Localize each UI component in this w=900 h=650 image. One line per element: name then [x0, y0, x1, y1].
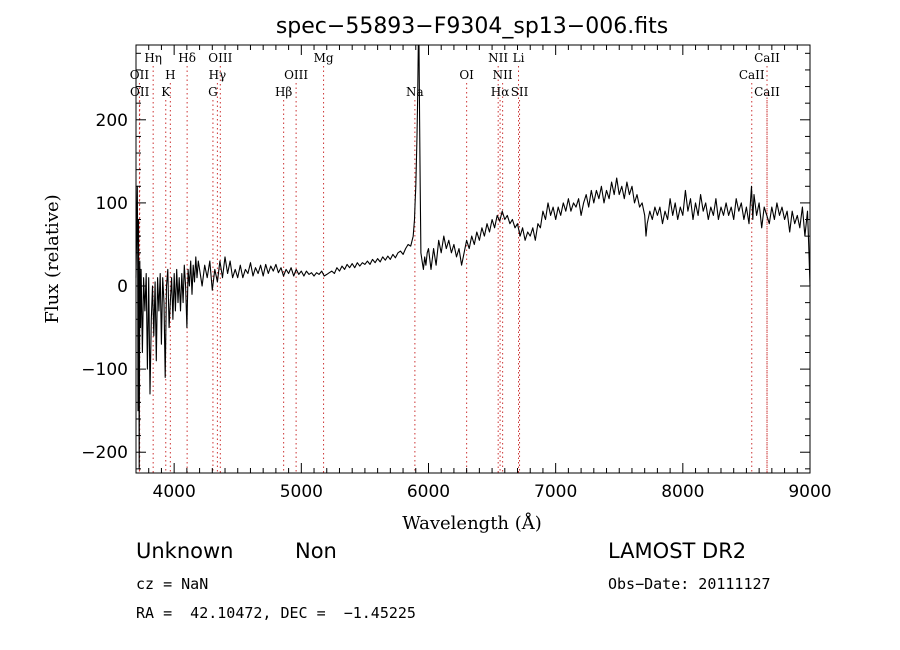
spectral-line-label: G — [208, 85, 218, 99]
spectral-line-label: NII — [493, 68, 513, 82]
x-tick-label: 4000 — [153, 482, 196, 502]
spectral-line-label: H — [165, 68, 175, 82]
survey-name: LAMOST DR2 — [608, 539, 747, 563]
x-axis-label: Wavelength (Å) — [402, 512, 542, 534]
spectrum-line — [135, 44, 811, 470]
object-class: Unknown — [136, 539, 234, 563]
y-tick-label: 0 — [117, 277, 128, 297]
y-axis-ticks: −200 −100 0 100 200 — [81, 52, 810, 470]
x-axis-ticks: 4000 5000 6000 7000 8000 9000 — [135, 45, 832, 502]
spectral-line-label: OI — [459, 68, 474, 82]
chart-title: spec−55893−F9304_sp13−006.fits — [276, 14, 668, 39]
x-tick-label: 6000 — [407, 482, 450, 502]
x-tick-label: 7000 — [534, 482, 577, 502]
coordinates: RA = 42.10472, DEC = −1.45225 — [136, 604, 416, 622]
spectral-line-label: CaII — [754, 85, 780, 99]
observation-date: Obs−Date: 20111127 — [608, 575, 771, 593]
spectral-line-label: Hδ — [178, 51, 196, 65]
spectral-line-label: CaII — [754, 51, 780, 65]
spectral-line-label: CaII — [739, 68, 765, 82]
y-tick-label: 200 — [96, 111, 128, 131]
spectral-line-label: OII — [130, 68, 150, 82]
spectral-line-label: SII — [511, 85, 529, 99]
y-tick-label: −100 — [81, 360, 128, 380]
y-tick-label: 100 — [96, 194, 128, 214]
object-subclass: Non — [295, 539, 337, 563]
spectral-marker-lines — [138, 66, 768, 473]
spectral-line-label: Mg — [314, 51, 334, 65]
spectral-line-label: K — [161, 85, 171, 99]
spectral-line-label: Hα — [491, 85, 510, 99]
x-tick-label: 8000 — [661, 482, 704, 502]
spectral-line-label: Hη — [144, 51, 162, 65]
x-tick-label: 5000 — [280, 482, 323, 502]
spectral-line-label: OIII — [284, 68, 308, 82]
y-tick-label: −200 — [81, 443, 128, 463]
spectral-line-label: Hβ — [275, 85, 292, 99]
x-tick-label: 9000 — [788, 482, 831, 502]
y-axis-label: Flux (relative) — [42, 194, 63, 323]
spectral-line-label: OII — [130, 85, 150, 99]
spectral-line-label: Hγ — [209, 68, 227, 82]
plot-frame — [135, 44, 811, 474]
redshift-cz: cz = NaN — [136, 575, 209, 593]
spectral-line-label: OIII — [208, 51, 232, 65]
spectral-line-label: Na — [406, 85, 424, 99]
spectral-line-label: NII — [488, 51, 508, 65]
spectral-line-label: Li — [513, 51, 525, 65]
